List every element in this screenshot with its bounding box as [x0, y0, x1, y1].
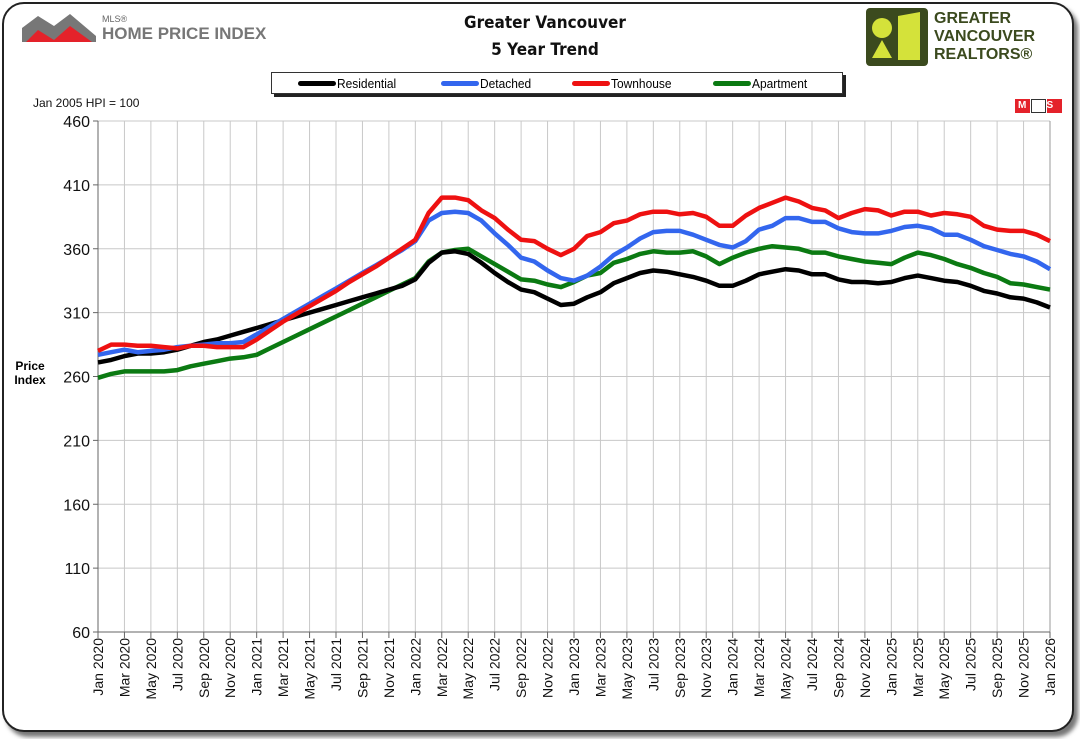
- house-logo-icon: [22, 14, 96, 42]
- y-tick-label: 110: [64, 561, 90, 578]
- gvr-line1: GREATER: [934, 10, 1012, 27]
- y-tick-label: 360: [63, 242, 90, 259]
- x-tick-label: Sep 2020: [196, 638, 212, 698]
- x-tick-label: Sep 2025: [989, 638, 1005, 698]
- chart-legend: Residential Detached Townhouse Apartment: [271, 72, 843, 94]
- mls-hpi-logo: MLS® HOME PRICE INDEX: [20, 12, 290, 46]
- gvr-line2: VANCOUVER: [934, 28, 1036, 45]
- chart-title-line2: 5 Year Trend: [491, 40, 599, 60]
- x-tick-label: Jan 2021: [249, 638, 265, 696]
- x-tick-label: Nov 2022: [540, 638, 556, 698]
- x-tick-label: May 2020: [143, 638, 159, 700]
- gvr-line3: REALTORS®: [934, 46, 1033, 63]
- legend-item-detached: Detached: [441, 76, 536, 91]
- x-tick-label: Jul 2025: [963, 638, 979, 691]
- legend-swatch: [298, 80, 336, 86]
- x-tick-label: Mar 2021: [275, 638, 291, 697]
- x-tick-label: Mar 2025: [910, 638, 926, 697]
- series-line-residential: [97, 249, 1051, 365]
- x-tick-label: Sep 2022: [513, 638, 529, 698]
- y-axis-label-line1: Price: [15, 359, 45, 373]
- x-tick-label: Mar 2020: [116, 638, 132, 697]
- gvr-emblem-icon: [866, 8, 928, 66]
- legend-item-apartment: Apartment: [712, 75, 812, 91]
- x-tick-label: Sep 2023: [672, 638, 688, 698]
- series-line-townhouse: [97, 195, 1051, 353]
- x-tick-label: Mar 2023: [592, 638, 608, 697]
- x-tick-label: Jan 2022: [407, 638, 423, 696]
- gvr-logo: GREATER VANCOUVER REALTORS®: [866, 8, 1066, 68]
- x-tick-label: May 2022: [460, 638, 476, 700]
- legend-item-residential: Residential: [298, 76, 401, 91]
- series-line-detached: [97, 209, 1052, 358]
- x-tick-label: May 2021: [302, 638, 318, 700]
- x-tick-label: Jan 2025: [883, 638, 899, 696]
- x-tick-label: May 2023: [619, 638, 635, 700]
- mls-badge-text: MLS: [1018, 100, 1061, 111]
- chart-title-line1: Greater Vancouver: [464, 13, 626, 33]
- x-tick-label: May 2025: [936, 638, 952, 700]
- x-tick-label: Sep 2021: [354, 638, 370, 698]
- x-tick-label: Jan 2024: [725, 638, 741, 696]
- x-tick-label: Jul 2020: [169, 638, 185, 691]
- x-tick-label: May 2024: [778, 638, 794, 700]
- legend-label: Detached: [480, 75, 532, 91]
- mls-superscript: MLS®: [102, 14, 128, 24]
- x-tick-label: Jul 2021: [328, 638, 344, 691]
- x-tick-label: Sep 2024: [830, 638, 846, 698]
- x-tick-label: Nov 2025: [1016, 638, 1032, 698]
- legend-label: Apartment: [751, 75, 807, 91]
- legend-item-townhouse: Townhouse: [571, 75, 677, 91]
- x-tick-label: Nov 2021: [381, 638, 397, 698]
- legend-label: Residential: [337, 75, 397, 91]
- x-tick-label: Nov 2020: [222, 638, 238, 698]
- y-tick-label: 460: [63, 114, 90, 131]
- legend-label: Townhouse: [610, 75, 672, 91]
- x-tick-label: Jan 2026: [1042, 638, 1058, 696]
- x-tick-label: Nov 2024: [857, 638, 873, 698]
- legend-swatch: [441, 80, 480, 86]
- y-axis-label: Price Index: [8, 359, 52, 387]
- mls-badge: MLS: [1015, 99, 1065, 117]
- x-tick-label: Jan 2020: [90, 638, 106, 696]
- y-tick-label: 260: [63, 370, 90, 387]
- y-tick-label: 210: [63, 433, 90, 450]
- x-tick-label: Mar 2022: [434, 638, 450, 697]
- y-tick-label: 160: [63, 497, 90, 514]
- y-tick-label: 60: [72, 625, 90, 642]
- x-tick-label: Jul 2024: [804, 638, 820, 691]
- y-tick-label: 410: [63, 178, 90, 195]
- x-tick-label: Jul 2023: [645, 638, 661, 691]
- x-tick-label: Jul 2022: [487, 638, 503, 691]
- x-tick-label: Mar 2024: [751, 638, 767, 697]
- y-tick-label: 310: [63, 306, 90, 323]
- x-tick-label: Nov 2023: [698, 638, 714, 698]
- x-tick-label: Jan 2023: [566, 638, 582, 696]
- legend-swatch: [712, 80, 751, 86]
- hpi-base-note: Jan 2005 HPI = 100: [33, 96, 140, 110]
- hpi-logo-text: HOME PRICE INDEX: [102, 24, 267, 43]
- legend-swatch: [571, 80, 610, 86]
- y-axis-label-line2: Index: [14, 373, 46, 387]
